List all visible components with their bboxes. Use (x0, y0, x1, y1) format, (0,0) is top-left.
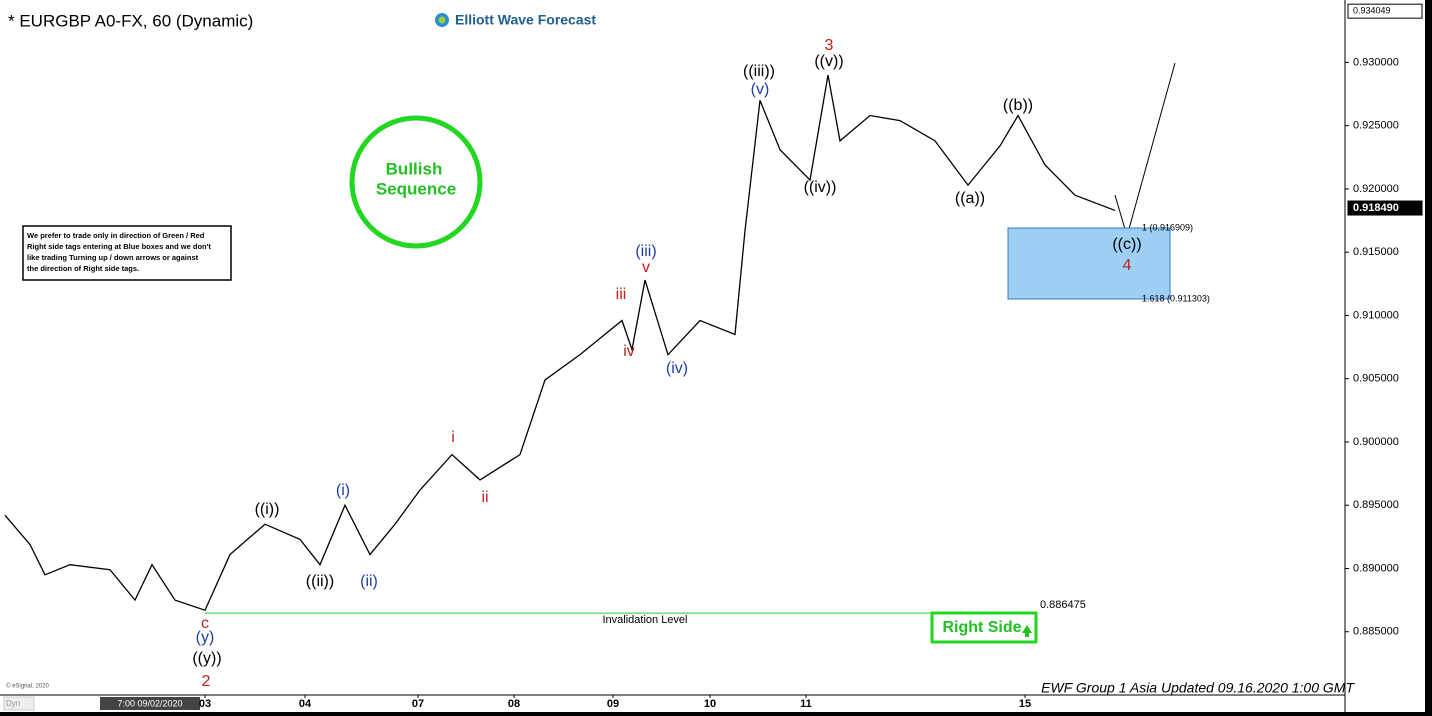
plot-area (0, 0, 1345, 695)
price-tag-label: 0.934049 (1353, 6, 1391, 16)
brand: Elliott Wave Forecast (455, 12, 596, 28)
wave-label: (iii) (635, 243, 656, 260)
y-tick-label: 0.920000 (1353, 183, 1399, 195)
copyright: © eSignal, 2020 (6, 683, 49, 690)
right-side-text: Right Side (942, 619, 1021, 636)
chart-title: * EURGBP A0-FX, 60 (Dynamic) (8, 11, 253, 30)
y-tick-label: 0.915000 (1353, 246, 1399, 258)
wave-label: (ii) (360, 573, 378, 590)
wave-label: (v) (751, 81, 770, 98)
wave-label: (y) (196, 629, 215, 646)
time-axis (0, 695, 1345, 712)
wave-label: c (201, 615, 209, 632)
x-tick-label: 11 (800, 698, 812, 710)
price-tag-label: 0.918490 (1353, 202, 1399, 214)
axis-corner (3, 696, 35, 711)
wave-label: ((a)) (955, 190, 985, 207)
wave-label: 4 (1123, 257, 1132, 274)
wave-label: ii (481, 489, 488, 506)
wave-label: v (642, 259, 650, 276)
wave-label: ((i)) (255, 501, 280, 518)
wave-label: ((y)) (192, 650, 221, 667)
wave-label: iii (616, 286, 627, 303)
up-arrow (1022, 625, 1032, 637)
badge-text: Sequence (376, 179, 456, 198)
x-tick-label: 09 (607, 698, 619, 710)
invalidation-value: 0.886475 (1040, 599, 1086, 611)
y-tick-label: 0.895000 (1353, 499, 1399, 511)
cursor-label: 7:00 09/02/2020 (117, 698, 182, 708)
x-tick-label: 04 (299, 698, 312, 710)
price-tag (1347, 200, 1423, 216)
x-tick-label: 07 (412, 698, 424, 710)
x-tick-label: 10 (704, 698, 716, 710)
fib-label: 1 (0.916909) (1142, 222, 1193, 232)
price-tag (1347, 3, 1423, 19)
right-side-tag (930, 611, 1038, 644)
x-tick-label: 08 (508, 698, 520, 710)
wave-label: i (451, 429, 455, 446)
y-tick-label: 0.925000 (1353, 120, 1399, 132)
wave-label: 2 (202, 673, 211, 690)
wave-label: ((b)) (1003, 97, 1033, 114)
x-tick-label: 03 (199, 698, 211, 710)
badge-text: Bullish (386, 159, 443, 178)
notice-text: Right side tags entering at Blue boxes a… (27, 242, 211, 251)
invalidation-text: Invalidation Level (602, 614, 687, 626)
notice-box (22, 225, 232, 281)
badge-circle (349, 115, 483, 249)
wave-label: ((ii)) (306, 573, 334, 590)
wave-label: ((iii)) (743, 63, 775, 80)
price-line (4, 74, 1116, 612)
y-tick-label: 0.900000 (1353, 436, 1399, 448)
cursor-box (100, 697, 200, 710)
wave-label: ((c)) (1112, 236, 1141, 253)
fib-box (1007, 227, 1171, 300)
y-tick-label: 0.890000 (1353, 562, 1399, 574)
notice-text: the direction of Right side tags. (27, 264, 139, 273)
axis-corner-label: Dyn (6, 699, 20, 708)
wave-label: ((iv)) (804, 179, 837, 196)
wave-label: (i) (336, 482, 350, 499)
fib-label: 1.618 (0.911303) (1142, 293, 1210, 303)
logo-icon (438, 16, 446, 24)
y-tick-label: 0.910000 (1353, 309, 1399, 321)
wave-label: 3 (825, 37, 834, 54)
wave-label: ((v)) (814, 53, 843, 70)
price-axis (1345, 0, 1425, 712)
y-tick-label: 0.905000 (1353, 373, 1399, 385)
notice-text: like trading Turning up / down arrows or… (27, 253, 199, 262)
notice-text: We prefer to trade only in direction of … (27, 231, 205, 240)
x-tick-label: 15 (1019, 698, 1031, 710)
y-tick-label: 0.885000 (1353, 626, 1399, 638)
footer: EWF Group 1 Asia Updated 09.16.2020 1:00… (1041, 680, 1355, 696)
y-tick-label: 0.930000 (1353, 56, 1399, 68)
wave-label: iv (623, 343, 635, 360)
wave-label: (iv) (666, 360, 688, 377)
